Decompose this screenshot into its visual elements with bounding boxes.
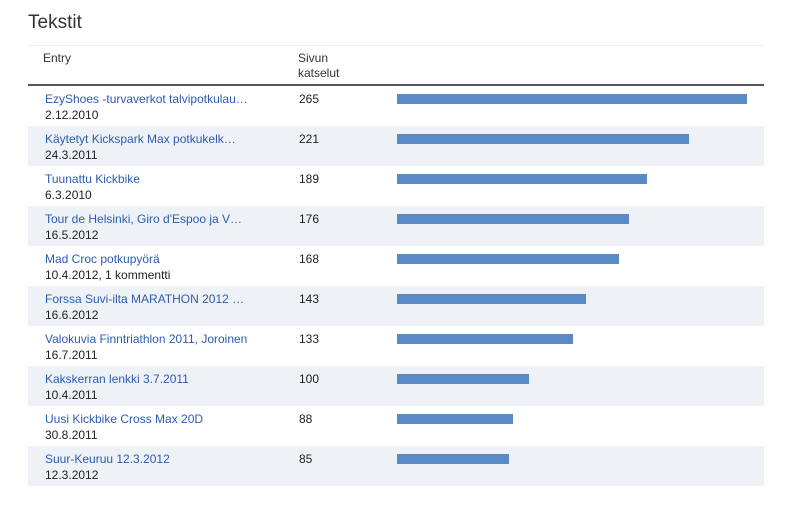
section-title: Tekstit	[28, 12, 82, 33]
table-row: Valokuvia Finntriathlon 2011, Joroinen 1…	[28, 326, 764, 366]
table-row: Forssa Suvi-ilta MARATHON 2012 … 16.6.20…	[28, 286, 764, 326]
view-bar-track	[397, 174, 747, 184]
entry-date: 10.4.2011	[45, 388, 98, 402]
entry-date: 16.7.2011	[45, 348, 98, 362]
table-row: Tour de Helsinki, Giro d'Espoo ja V… 16.…	[28, 206, 764, 246]
entry-view-count: 176	[299, 212, 320, 226]
view-bar	[397, 374, 529, 384]
view-bar	[397, 174, 647, 184]
view-bar-track	[397, 134, 747, 144]
entry-date: 30.8.2011	[45, 428, 98, 442]
entry-link[interactable]: Mad Croc potkupyörä	[45, 252, 160, 266]
table-row: Uusi Kickbike Cross Max 20D 30.8.2011 88	[28, 406, 764, 446]
entry-view-count: 143	[299, 292, 320, 306]
column-header-page-views: Sivun katselut	[298, 51, 378, 81]
entry-link[interactable]: EzyShoes -turvaverkot talvipotkulau…	[45, 92, 248, 106]
table-row: Mad Croc potkupyörä 10.4.2012, 1 komment…	[28, 246, 764, 286]
view-bar	[397, 334, 573, 344]
view-bar	[397, 214, 629, 224]
entry-view-count: 265	[299, 92, 320, 106]
entry-link[interactable]: Valokuvia Finntriathlon 2011, Joroinen	[45, 332, 248, 346]
entry-date: 24.3.2011	[45, 148, 98, 162]
table-row: EzyShoes -turvaverkot talvipotkulau… 2.1…	[28, 86, 764, 126]
title-divider	[28, 45, 764, 46]
view-bar	[397, 454, 509, 464]
table-row: Suur-Keuruu 12.3.2012 12.3.2012 85	[28, 446, 764, 486]
table-row: Käytetyt Kickspark Max potkukelk… 24.3.2…	[28, 126, 764, 166]
entry-link[interactable]: Tuunattu Kickbike	[45, 172, 140, 186]
entry-view-count: 133	[299, 332, 320, 346]
entry-view-count: 85	[299, 452, 313, 466]
column-header-entry: Entry	[43, 51, 72, 65]
entry-date: 10.4.2012, 1 kommentti	[45, 268, 171, 282]
view-bar	[397, 134, 689, 144]
view-bar-track	[397, 254, 747, 264]
view-bar	[397, 254, 619, 264]
view-bar-track	[397, 454, 747, 464]
view-bar	[397, 94, 747, 104]
entry-view-count: 189	[299, 172, 320, 186]
entry-link[interactable]: Käytetyt Kickspark Max potkukelk…	[45, 132, 236, 146]
entry-date: 12.3.2012	[45, 468, 99, 482]
table-row: Tuunattu Kickbike 6.3.2010 189	[28, 166, 764, 206]
view-bar-track	[397, 414, 747, 424]
view-bar	[397, 294, 586, 304]
entry-view-count: 88	[299, 412, 313, 426]
entry-link[interactable]: Tour de Helsinki, Giro d'Espoo ja V…	[45, 212, 243, 226]
entry-view-count: 221	[299, 132, 320, 146]
entry-link[interactable]: Uusi Kickbike Cross Max 20D	[45, 412, 204, 426]
entry-date: 16.6.2012	[45, 308, 99, 322]
entry-date: 6.3.2010	[45, 188, 92, 202]
view-bar-track	[397, 214, 747, 224]
entry-link[interactable]: Suur-Keuruu 12.3.2012	[45, 452, 170, 466]
entry-date: 2.12.2010	[45, 108, 99, 122]
column-header-page-views-line1: Sivun	[298, 51, 329, 65]
entry-view-count: 168	[299, 252, 320, 266]
table-row: Kakskerran lenkki 3.7.2011 10.4.2011 100	[28, 366, 764, 406]
entry-date: 16.5.2012	[45, 228, 99, 242]
view-bar-track	[397, 334, 747, 344]
entry-link[interactable]: Forssa Suvi-ilta MARATHON 2012 …	[45, 292, 245, 306]
column-header-page-views-line2: katselut	[298, 66, 340, 80]
table-header: Entry Sivun katselut	[28, 46, 764, 86]
view-bar-track	[397, 94, 747, 104]
entry-view-count: 100	[299, 372, 320, 386]
view-bar	[397, 414, 513, 424]
view-bar-track	[397, 374, 747, 384]
entry-link[interactable]: Kakskerran lenkki 3.7.2011	[45, 372, 189, 386]
entries-table: EzyShoes -turvaverkot talvipotkulau… 2.1…	[28, 86, 764, 486]
view-bar-track	[397, 294, 747, 304]
